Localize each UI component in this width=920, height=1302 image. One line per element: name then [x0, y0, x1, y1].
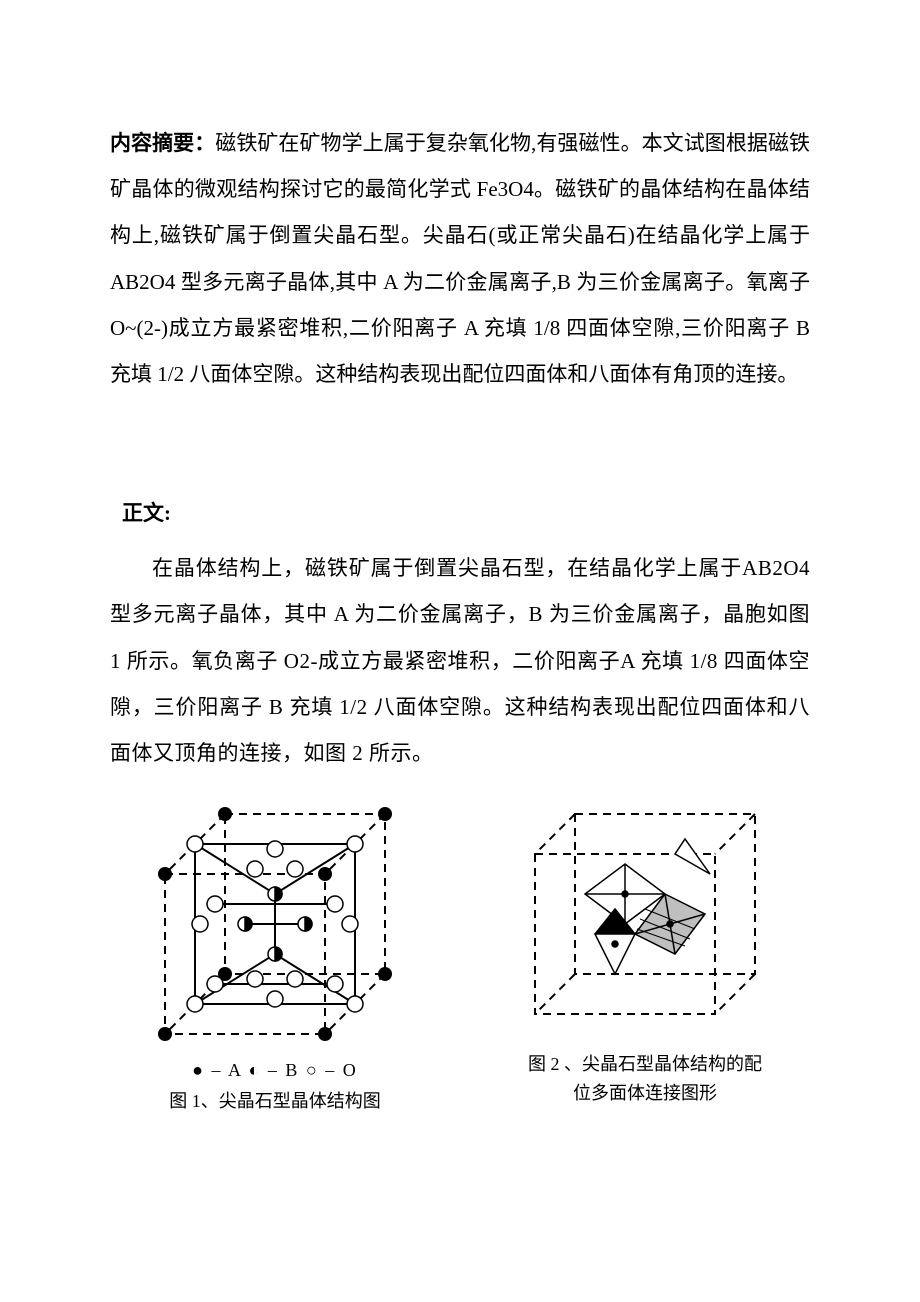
figure-2: 图 2 、尖晶石型晶体结构的配 位多面体连接图形: [480, 794, 810, 1116]
figure-2-caption: 图 2 、尖晶石型晶体结构的配 位多面体连接图形: [528, 1050, 762, 1108]
figure-1-legend: ● – A ◐ – B ○ – O: [192, 1060, 358, 1081]
document-page: 内容摘要：磁铁矿在矿物学上属于复杂氧化物,有强磁性。本文试图根据磁铁矿晶体的微观…: [0, 0, 920, 1196]
body-paragraph: 在晶体结构上，磁铁矿属于倒置尖晶石型，在结晶化学上属于AB2O4 型多元离子晶体…: [110, 545, 810, 776]
abstract-block: 内容摘要：磁铁矿在矿物学上属于复杂氧化物,有强磁性。本文试图根据磁铁矿晶体的微观…: [110, 120, 810, 397]
abstract-text: 磁铁矿在矿物学上属于复杂氧化物,有强磁性。本文试图根据磁铁矿晶体的微观结构探讨它…: [110, 131, 810, 386]
figure-2-caption-line1: 图 2 、尖晶石型晶体结构的配: [528, 1054, 762, 1074]
figure-1-caption: 图 1、尖晶石型晶体结构图: [169, 1087, 381, 1116]
figures-row: ● – A ◐ – B ○ – O 图 1、尖晶石型晶体结构图: [110, 794, 810, 1116]
spinel-unit-cell-diagram: [145, 794, 405, 1054]
body-section-label: 正文:: [122, 497, 810, 527]
polyhedra-connection-diagram: [505, 794, 785, 1044]
figure-1: ● – A ◐ – B ○ – O 图 1、尖晶石型晶体结构图: [110, 794, 440, 1116]
figure-2-caption-line2: 位多面体连接图形: [573, 1083, 717, 1103]
abstract-label: 内容摘要：: [110, 131, 215, 155]
